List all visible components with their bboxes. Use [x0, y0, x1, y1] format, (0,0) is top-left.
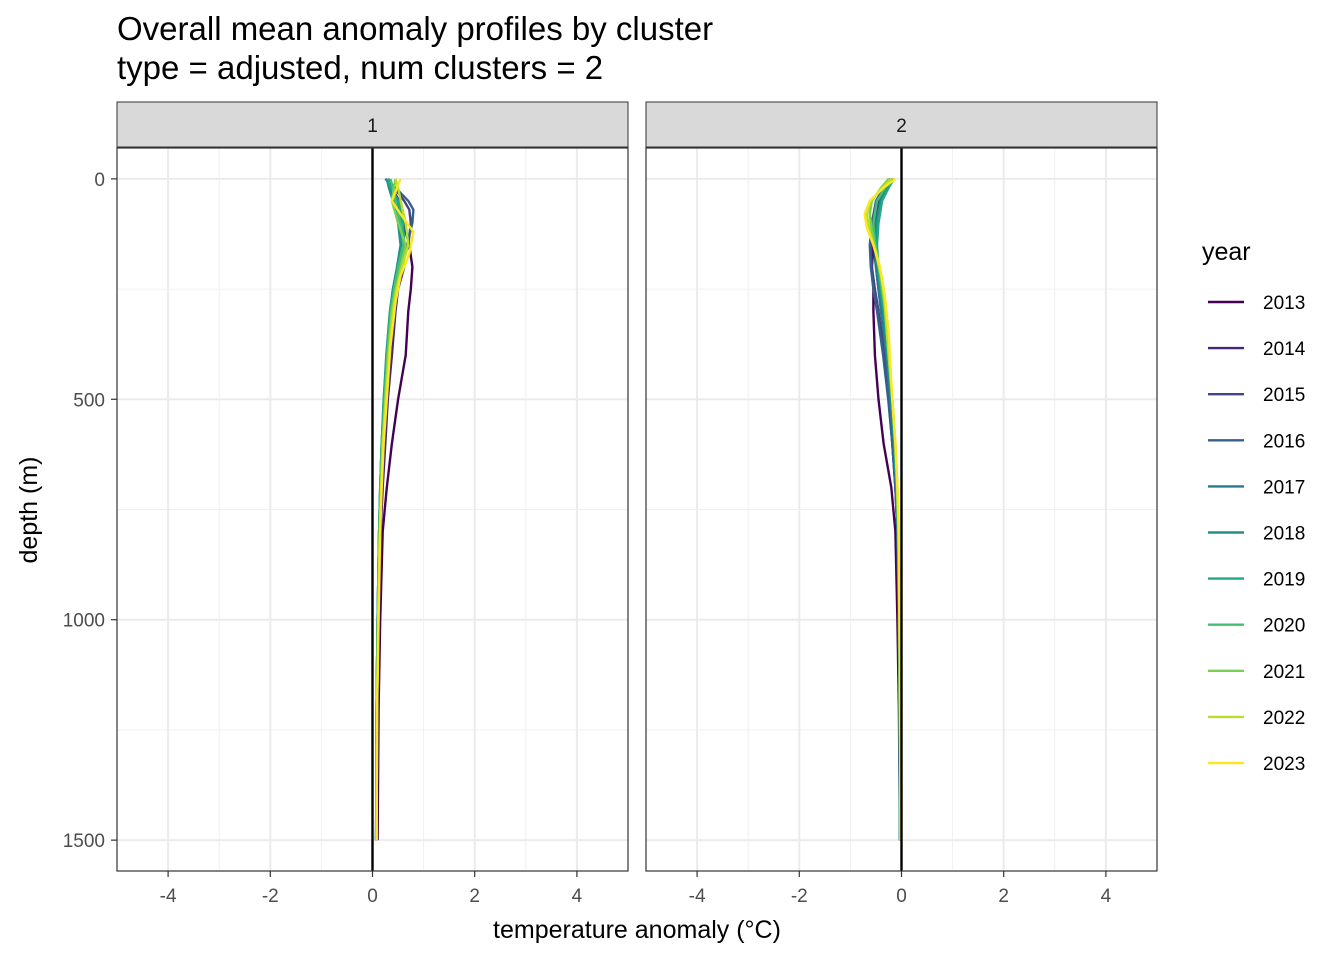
y-axis: 0 500 1000 1500	[63, 170, 117, 852]
legend-label-2023: 2023	[1263, 754, 1305, 775]
x-tick-label: -2	[791, 886, 808, 907]
legend-label-2015: 2015	[1263, 385, 1305, 406]
major-gridlines-2	[646, 148, 1157, 871]
x-tick-label: 0	[896, 886, 907, 907]
legend-title: year	[1202, 238, 1251, 266]
x-tick-label: 2	[469, 886, 480, 907]
series-line-2023	[863, 177, 902, 841]
legend-label-2022: 2022	[1263, 708, 1305, 729]
x-axis-ticks-1: -4 -2 0 2 4	[160, 871, 583, 907]
y-tick-label: 0	[94, 170, 105, 191]
x-tick-label: -4	[160, 886, 177, 907]
series-lines-1	[374, 177, 415, 841]
legend: year 2013 2014 2015 2016 2017 2018 2019 2020 202…	[1202, 238, 1306, 775]
series-line-2023	[375, 178, 415, 841]
facet-strip-1	[116, 101, 629, 148]
x-tick-label: -4	[689, 886, 706, 907]
y-tick-label: 1000	[63, 611, 105, 632]
legend-label-2019: 2019	[1263, 570, 1305, 591]
legend-label-2016: 2016	[1263, 431, 1305, 452]
chart-subtitle: type = adjusted, num clusters = 2	[117, 49, 603, 86]
x-axis-ticks-2: -4 -2 0 2 4	[689, 871, 1112, 907]
x-tick-label: 4	[1101, 886, 1112, 907]
facet-strip-2	[645, 101, 1158, 148]
y-tick-label: 1500	[63, 831, 105, 852]
facet-strip-label-1: 1	[367, 116, 378, 137]
legend-items: 2013 2014 2015 2016 2017 2018 2019 2020 2021 2022…	[1208, 293, 1306, 775]
legend-label-2017: 2017	[1263, 477, 1305, 498]
x-axis-title: temperature anomaly (°C)	[493, 916, 781, 944]
facet-strip-label-2: 2	[896, 116, 907, 137]
x-tick-label: -2	[262, 886, 279, 907]
legend-label-2014: 2014	[1263, 339, 1306, 360]
legend-label-2021: 2021	[1263, 662, 1305, 683]
facet-panel-2: 2 -4 -2 0 2 4	[645, 101, 1158, 907]
legend-label-2018: 2018	[1263, 524, 1305, 545]
y-axis-title: depth (m)	[15, 457, 43, 564]
legend-label-2020: 2020	[1263, 616, 1305, 637]
series-lines-2	[863, 177, 902, 841]
x-tick-label: 2	[998, 886, 1009, 907]
x-tick-label: 4	[572, 886, 583, 907]
facet-panel-1: 1 -4 -2 0 2 4	[116, 101, 629, 907]
legend-label-2013: 2013	[1263, 293, 1305, 314]
y-tick-label: 500	[73, 390, 105, 411]
chart-title: Overall mean anomaly profiles by cluster	[117, 10, 713, 47]
x-tick-label: 0	[367, 886, 378, 907]
